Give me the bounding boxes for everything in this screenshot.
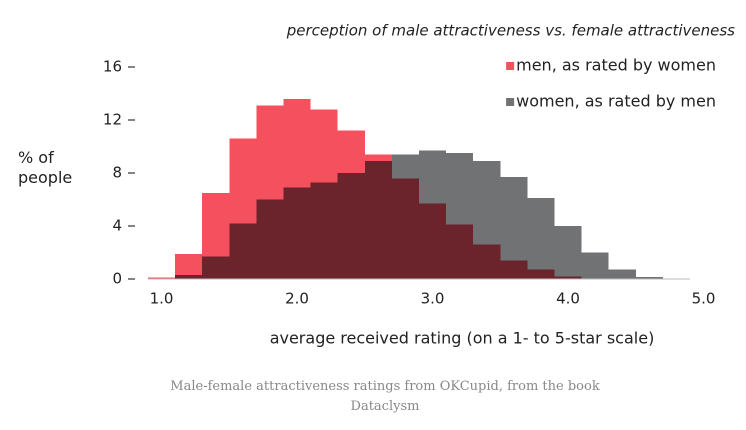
x-tick-label: 1.0: [150, 290, 174, 308]
legend-swatch: [506, 98, 515, 106]
bar: [229, 223, 257, 279]
bar: [337, 173, 365, 279]
bar: [418, 150, 447, 279]
legend-swatch: [506, 62, 515, 70]
x-tick-label: 2.0: [285, 290, 309, 308]
bar: [148, 277, 176, 279]
bar: [175, 275, 203, 279]
x-tick-label: 3.0: [421, 290, 445, 308]
bar: [527, 198, 555, 279]
x-tick-label: 4.0: [556, 290, 580, 308]
x-tick-label: 5.0: [692, 290, 716, 308]
bar: [202, 256, 230, 279]
bar: [391, 154, 419, 279]
y-tick-label: 0: [112, 270, 122, 288]
bar: [581, 252, 609, 279]
bar: [473, 161, 501, 279]
bar: [608, 269, 636, 279]
y-tick-label: 8: [112, 164, 122, 182]
x-axis-label: average received rating (on a 1- to 5-st…: [270, 329, 655, 348]
legend-label: women, as rated by men: [516, 92, 716, 111]
bar: [500, 176, 528, 279]
bar: [364, 161, 392, 279]
y-tick-label: 16: [103, 58, 122, 76]
bar: [446, 153, 474, 279]
bar: [310, 182, 338, 279]
chart-title: perception of male attractiveness vs. fe…: [286, 22, 735, 40]
y-tick-label: 12: [103, 111, 122, 129]
legend-label: men, as rated by women: [516, 56, 716, 75]
bar: [256, 199, 284, 279]
y-axis-label: % of people: [18, 148, 73, 187]
bar: [283, 187, 311, 279]
caption: Male-female attractiveness ratings from …: [170, 379, 600, 414]
bar: [635, 277, 663, 279]
bar: [175, 253, 203, 279]
bar: [554, 226, 582, 279]
y-tick-label: 4: [112, 217, 122, 235]
